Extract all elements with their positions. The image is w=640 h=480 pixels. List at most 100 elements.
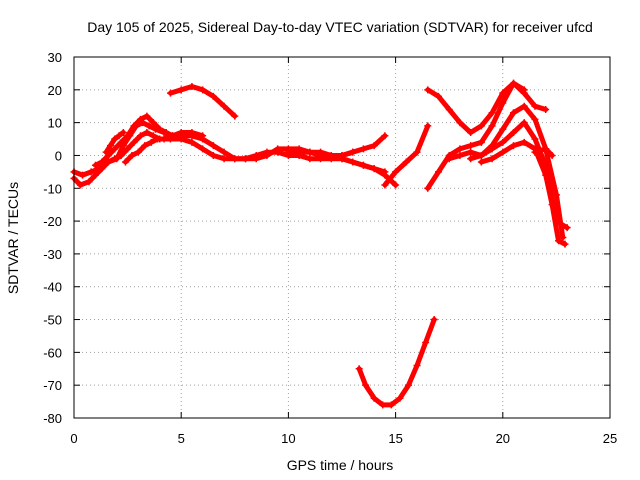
data-point bbox=[434, 92, 442, 100]
data-point bbox=[306, 148, 314, 156]
data-point bbox=[295, 148, 303, 156]
data-point bbox=[199, 145, 207, 153]
y-tick-label: 30 bbox=[48, 50, 62, 65]
data-point bbox=[542, 171, 550, 179]
data-point bbox=[370, 394, 378, 402]
data-point bbox=[355, 365, 363, 373]
data-point bbox=[220, 148, 228, 156]
data-point bbox=[359, 145, 367, 153]
data-point bbox=[422, 339, 430, 347]
y-tick-label: -80 bbox=[43, 411, 62, 426]
data-point bbox=[117, 138, 125, 146]
data-point bbox=[106, 142, 114, 150]
data-point bbox=[392, 181, 400, 189]
data-point bbox=[306, 155, 314, 163]
data-point bbox=[552, 191, 560, 199]
data-point bbox=[379, 401, 387, 409]
data-point bbox=[510, 128, 518, 136]
data-point bbox=[141, 142, 149, 150]
data-point bbox=[392, 168, 400, 176]
data-point bbox=[430, 316, 438, 324]
data-point bbox=[531, 102, 539, 110]
data-point bbox=[274, 145, 282, 153]
data-point bbox=[136, 115, 144, 123]
data-point bbox=[510, 79, 518, 87]
data-point bbox=[561, 240, 569, 248]
series-line-sat-l bbox=[425, 80, 549, 191]
data-point bbox=[111, 145, 119, 153]
data-point bbox=[488, 145, 496, 153]
data-point bbox=[209, 92, 217, 100]
data-point bbox=[445, 155, 453, 163]
data-point bbox=[166, 89, 174, 97]
data-point bbox=[87, 168, 95, 176]
data-point bbox=[162, 128, 170, 136]
data-point bbox=[220, 155, 228, 163]
data-point bbox=[362, 381, 370, 389]
data-point bbox=[445, 106, 453, 114]
data-point bbox=[424, 184, 432, 192]
series-layer bbox=[70, 79, 571, 409]
y-tick-label: -60 bbox=[43, 345, 62, 360]
data-point bbox=[542, 145, 550, 153]
data-point bbox=[499, 99, 507, 107]
data-point bbox=[188, 138, 196, 146]
data-point bbox=[370, 142, 378, 150]
data-point bbox=[113, 155, 121, 163]
plot-frame bbox=[73, 56, 611, 419]
x-tick-label: 10 bbox=[281, 431, 295, 446]
data-point bbox=[91, 161, 99, 169]
data-point bbox=[188, 128, 196, 136]
data-point bbox=[520, 89, 528, 97]
data-point bbox=[499, 148, 507, 156]
data-point bbox=[284, 148, 292, 156]
data-point bbox=[456, 151, 464, 159]
data-point bbox=[338, 151, 346, 159]
y-tick-label: -40 bbox=[43, 280, 62, 295]
data-point bbox=[404, 381, 412, 389]
data-point bbox=[467, 148, 475, 156]
data-point bbox=[387, 401, 395, 409]
data-point bbox=[510, 109, 518, 117]
data-point bbox=[542, 106, 550, 114]
tick-layer: 0 5 10 15 20 25 -80 -70 -60 -50 -40 -30 -20 -10 0 10 20 3… bbox=[43, 50, 617, 446]
data-point bbox=[173, 132, 181, 140]
y-tick-label: -20 bbox=[43, 214, 62, 229]
data-point bbox=[252, 155, 260, 163]
y-tick-label: 10 bbox=[48, 116, 62, 131]
data-point bbox=[317, 151, 325, 159]
data-point bbox=[359, 161, 367, 169]
data-point bbox=[548, 201, 556, 209]
data-point bbox=[166, 132, 174, 140]
data-point bbox=[381, 168, 389, 176]
y-tick-label: 0 bbox=[55, 148, 62, 163]
y-axis-label: SDTVAR / TECUs bbox=[5, 182, 21, 294]
data-point bbox=[424, 122, 432, 130]
data-point bbox=[531, 115, 539, 123]
data-point bbox=[531, 135, 539, 143]
data-point bbox=[424, 86, 432, 94]
data-point bbox=[520, 119, 528, 127]
data-point bbox=[128, 151, 136, 159]
data-point bbox=[349, 158, 357, 166]
data-point bbox=[413, 361, 421, 369]
series-line-sat-o bbox=[478, 139, 568, 247]
data-point bbox=[548, 151, 556, 159]
data-point bbox=[79, 171, 87, 179]
data-point bbox=[96, 165, 104, 173]
data-point bbox=[156, 125, 164, 133]
data-point bbox=[370, 165, 378, 173]
chart-title: Day 105 of 2025, Sidereal Day-to-day VTE… bbox=[87, 19, 593, 35]
series-line-sat-b bbox=[71, 120, 388, 178]
data-point bbox=[115, 132, 123, 140]
data-point bbox=[456, 145, 464, 153]
data-point bbox=[76, 181, 84, 189]
data-point bbox=[467, 128, 475, 136]
data-point bbox=[134, 148, 142, 156]
x-tick-label: 0 bbox=[70, 431, 77, 446]
data-point bbox=[145, 122, 153, 130]
data-point bbox=[477, 122, 485, 130]
data-point bbox=[499, 125, 507, 133]
data-point bbox=[263, 151, 271, 159]
